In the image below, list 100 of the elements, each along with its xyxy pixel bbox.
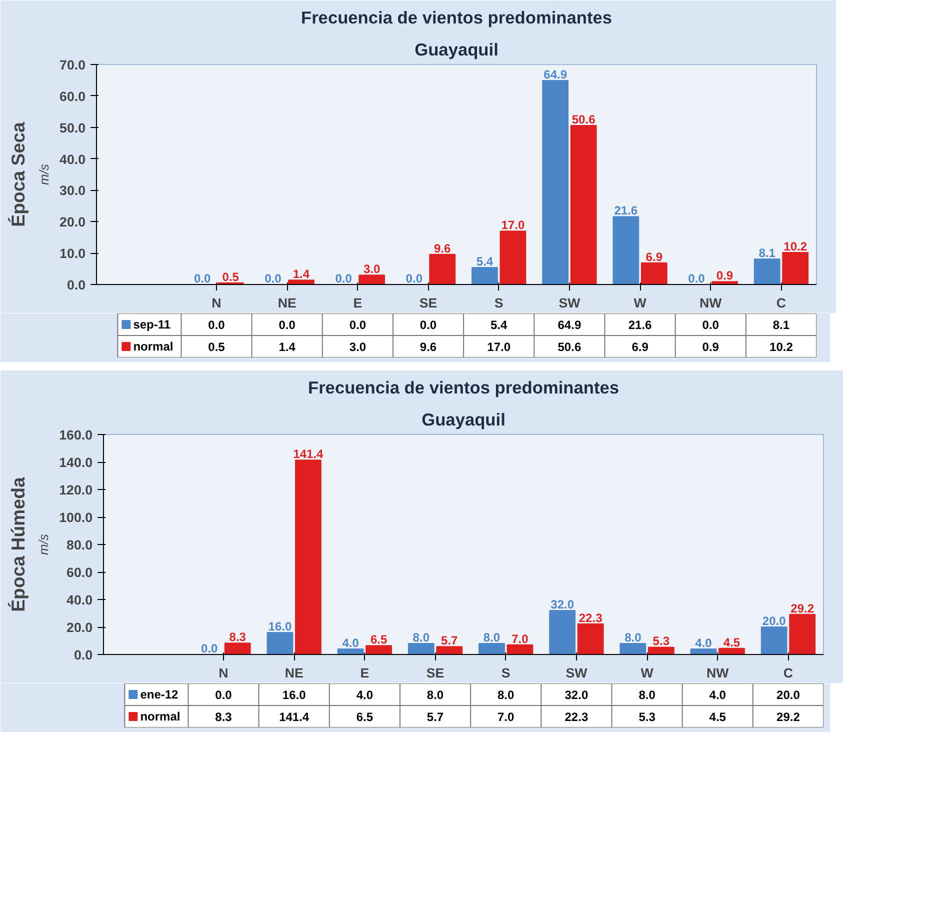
text: 1.4 <box>292 267 310 282</box>
data-label: 32.0 <box>564 688 588 702</box>
text: 0.0 <box>688 272 705 286</box>
text: 6.9 <box>646 250 662 264</box>
data-label: 0.0 <box>278 318 296 332</box>
text: 8.3 <box>229 630 246 644</box>
text: 5.4 <box>476 254 494 269</box>
x-tick-label: NE <box>278 296 296 310</box>
data-label: 4.0 <box>356 688 374 702</box>
text: 4.5 <box>723 635 740 650</box>
y-tick-label: 60.0 <box>66 565 93 580</box>
y-tick-label: 100.0 <box>59 510 93 525</box>
data-label: 3.0 <box>349 340 366 354</box>
y-axis-title: m/s <box>36 534 52 555</box>
data-label: 22.3 <box>564 710 588 724</box>
data-label: 0.0 <box>215 688 232 702</box>
x-tick-label: NW <box>706 666 730 680</box>
text: 0.0 <box>194 272 211 286</box>
text: 21.6 <box>614 204 638 218</box>
x-tick-label: E <box>353 296 362 310</box>
data-label: 21.6 <box>628 318 652 332</box>
data-label: 10.2 <box>770 340 794 354</box>
y-tick-label: 20.0 <box>60 214 86 230</box>
text: 4.0 <box>342 636 359 650</box>
text: 17.0 <box>501 218 525 232</box>
y-tick-label: 30.0 <box>60 183 86 198</box>
y-tick-label: 0.0 <box>74 648 93 662</box>
data-label: 0.0 <box>349 318 366 332</box>
chart-title: Frecuencia de vientos predominantes <box>300 8 612 28</box>
x-tick-label: N <box>212 296 222 310</box>
legend-label: sep-11 <box>133 318 171 332</box>
y-tick-label: 40.0 <box>60 152 86 167</box>
data-label: 141.4 <box>279 710 310 724</box>
y-axis-title: m/s <box>36 164 52 185</box>
y-tick-label: 50.0 <box>60 120 86 136</box>
y-tick-label: 40.0 <box>66 592 93 608</box>
data-label: 8.0 <box>426 688 444 702</box>
y-tick-label: 160.0 <box>59 428 93 442</box>
data-label: 4.0 <box>709 688 726 702</box>
data-label: 4.5 <box>709 710 726 724</box>
x-tick-label: SW <box>566 666 588 680</box>
data-label: 5.3 <box>638 710 656 724</box>
text: 0.0 <box>201 642 218 656</box>
x-tick-label: SW <box>558 296 581 310</box>
legend-label: normal <box>140 710 180 724</box>
text: 5.7 <box>441 634 458 648</box>
x-tick-label: S <box>494 296 504 310</box>
data-label: 0.5 <box>208 340 226 354</box>
data-label: 1.4 <box>278 340 296 354</box>
y-tick-label: 120.0 <box>59 482 93 498</box>
data-label: 17.0 <box>487 340 511 354</box>
data-label: 0.0 <box>702 318 720 332</box>
y-tick-label: 20.0 <box>66 620 93 635</box>
x-tick-label: NW <box>700 296 722 310</box>
chart-subtitle: Guayaquil <box>414 40 498 60</box>
x-tick-label: SE <box>419 296 438 310</box>
text: 0.5 <box>222 270 239 284</box>
y-tick-label: 60.0 <box>60 88 86 104</box>
y-tick-label: 0.0 <box>66 278 86 292</box>
data-label: 29.2 <box>776 710 800 724</box>
text: 20.0 <box>762 614 786 628</box>
data-label: 8.3 <box>215 710 232 724</box>
data-label: 9.6 <box>420 340 437 354</box>
text: 32.0 <box>550 598 574 612</box>
y-tick-label: 140.0 <box>59 455 93 470</box>
x-tick-label: W <box>640 666 654 680</box>
x-tick-label: S <box>501 666 510 680</box>
text: 50.6 <box>572 112 596 126</box>
text: 0.9 <box>716 268 734 283</box>
data-label: 20.0 <box>776 688 800 702</box>
text: 8.0 <box>624 630 642 644</box>
data-label: 64.9 <box>558 318 582 332</box>
text: 4.0 <box>695 636 712 650</box>
text: Época Húmeda <box>8 476 28 612</box>
y-tick-label: 10.0 <box>60 246 86 262</box>
x-tick-label: NE <box>284 666 304 680</box>
data-label: 6.5 <box>356 710 374 724</box>
data-label: 8.1 <box>772 318 790 332</box>
text: 141.4 <box>293 447 324 462</box>
data-label: 50.6 <box>558 340 582 354</box>
text: 9.6 <box>434 241 451 256</box>
data-label: 5.4 <box>490 318 508 332</box>
text: 8.1 <box>758 246 776 260</box>
data-label: 8.0 <box>498 688 515 702</box>
text: 6.5 <box>370 632 388 647</box>
data-label: 6.9 <box>632 340 649 354</box>
data-label: 0.9 <box>702 340 720 354</box>
text: 0.0 <box>335 272 352 286</box>
x-tick-label: E <box>360 666 370 680</box>
data-label: 7.0 <box>498 710 515 724</box>
text: 10.2 <box>784 239 808 254</box>
x-tick-label: N <box>218 666 228 680</box>
text: 8.0 <box>483 630 500 644</box>
x-tick-label: C <box>776 296 786 310</box>
x-tick-label: W <box>634 296 647 310</box>
text: 5.3 <box>652 634 670 648</box>
x-tick-label: SE <box>426 666 444 680</box>
text: 64.9 <box>544 68 568 82</box>
legend-label: ene-12 <box>140 688 179 702</box>
data-label: 8.0 <box>638 688 656 702</box>
